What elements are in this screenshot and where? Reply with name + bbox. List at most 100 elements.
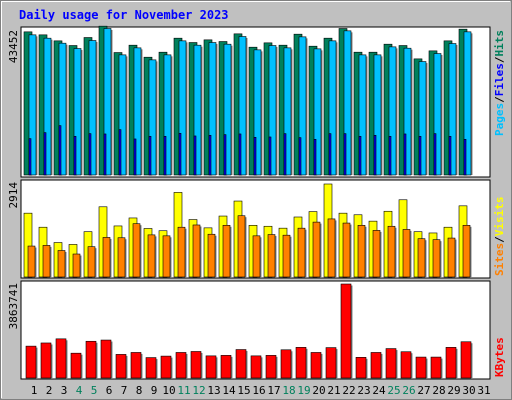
pages-bar-day-22 (343, 133, 347, 176)
files-bar-day-9 (148, 59, 157, 176)
files-bar-day-22 (343, 30, 352, 176)
pages-bar-day-18 (283, 133, 287, 176)
day-label-22: 22 (342, 384, 355, 397)
pages-bar-day-10 (163, 135, 167, 176)
kbytes-bar-day-25 (385, 348, 397, 379)
sites-bar-day-22 (342, 222, 351, 278)
kbytes-bar-day-11 (175, 352, 187, 379)
kbytes-bar-day-22 (340, 283, 352, 379)
files-bar-day-30 (463, 31, 472, 176)
day-label-8: 8 (136, 384, 143, 397)
sites-bar-day-3 (57, 250, 66, 278)
day-label-5: 5 (91, 384, 98, 397)
day-label-29: 29 (447, 384, 460, 397)
kbytes-legend: KBytes (493, 337, 506, 377)
sites-bar-day-17 (267, 234, 276, 278)
kbytes-bar-day-18 (280, 349, 292, 379)
hits-legend: Pages/Files/Hits (493, 30, 506, 136)
sites-bar-day-9 (147, 234, 156, 278)
files-bar-day-25 (388, 46, 397, 176)
pages-bar-day-24 (373, 134, 377, 176)
kbytes-bar-day-27 (415, 356, 427, 379)
pages-bar-day-27 (418, 135, 422, 176)
files-bar-day-5 (88, 40, 97, 176)
files-bar-day-26 (403, 47, 412, 176)
kbytes-bar-day-5 (85, 340, 97, 379)
sites-bar-day-20 (312, 221, 321, 278)
kbytes-bar-day-17 (265, 355, 277, 379)
legend-separator: / (493, 236, 506, 243)
sites-bar-day-24 (372, 230, 381, 278)
day-label-24: 24 (372, 384, 386, 397)
kbytes-bar-day-6 (100, 339, 112, 379)
files-bar-day-12 (193, 44, 202, 176)
files-bar-day-14 (223, 43, 232, 176)
sites-bar-day-1 (27, 245, 36, 278)
kbytes-bar-day-10 (160, 355, 172, 379)
pages-bar-day-11 (178, 132, 182, 176)
pages-bar-day-13 (208, 134, 212, 176)
pages-bar-day-17 (268, 136, 272, 176)
kbytes-bar-day-13 (205, 355, 217, 379)
sites-bar-day-30 (462, 224, 471, 278)
legend-files: Files (493, 63, 506, 96)
legend-separator: / (493, 96, 506, 103)
day-label-1: 1 (31, 384, 38, 397)
visits-legend: Sites/Visits (493, 197, 506, 277)
legend-separator: / (493, 56, 506, 63)
pages-bar-day-25 (388, 135, 392, 176)
day-labels: 1 2 3 4 5 6 7 8 9 10 11 12 13 14 15 16 17 18 19 20 21 22 23 24 2… (31, 384, 491, 397)
sites-bar-day-14 (222, 224, 231, 278)
files-bar-day-3 (58, 42, 67, 176)
day-label-15: 15 (237, 384, 250, 397)
sites-bar-day-16 (252, 235, 261, 278)
day-label-30: 30 (462, 384, 475, 397)
pages-bar-day-30 (463, 138, 467, 176)
legend-hits: Hits (493, 30, 506, 57)
files-bar-day-7 (118, 54, 127, 176)
pages-bar-day-14 (223, 134, 227, 176)
kbytes-bar-day-24 (370, 352, 382, 379)
day-label-19: 19 (297, 384, 310, 397)
day-label-26: 26 (402, 384, 415, 397)
kbytes-bar-day-8 (130, 352, 142, 379)
files-bar-day-11 (178, 40, 187, 176)
pages-bar-day-2 (43, 132, 47, 176)
day-label-3: 3 (61, 384, 68, 397)
sites-bar-day-28 (432, 239, 441, 278)
sites-bar-day-5 (87, 246, 96, 278)
files-bar-day-4 (73, 48, 82, 176)
sites-bar-day-23 (357, 224, 366, 278)
day-label-13: 13 (207, 384, 220, 397)
files-bar-day-17 (268, 45, 277, 176)
files-bar-day-24 (373, 54, 382, 176)
day-label-6: 6 (106, 384, 113, 397)
files-bar-day-18 (283, 47, 292, 176)
sites-bar-day-19 (297, 227, 306, 278)
kbytes-bars (25, 283, 473, 379)
pages-bar-day-29 (448, 135, 452, 176)
sites-bar-day-11 (177, 226, 186, 278)
kbytes-bar-day-7 (115, 354, 127, 379)
day-label-23: 23 (357, 384, 370, 397)
day-label-7: 7 (121, 384, 128, 397)
sites-bar-day-29 (447, 237, 456, 278)
hits-bars (23, 25, 473, 176)
files-bar-day-16 (253, 49, 262, 176)
files-bar-day-27 (418, 61, 427, 176)
day-label-27: 27 (417, 384, 430, 397)
kbytes-bar-day-4 (70, 352, 82, 379)
pages-bar-day-4 (73, 135, 77, 176)
legend-sites: Sites (493, 243, 506, 276)
sites-bar-day-15 (237, 215, 246, 278)
day-label-2: 2 (46, 384, 53, 397)
pages-bar-day-26 (403, 133, 407, 176)
sites-bar-day-26 (402, 229, 411, 278)
kbytes-bar-day-28 (430, 356, 442, 379)
sites-bar-day-4 (72, 253, 81, 278)
hits-y-max-label: 43452 (7, 30, 20, 63)
files-bar-day-21 (328, 40, 337, 176)
kbytes-bar-day-20 (310, 352, 322, 379)
day-label-18: 18 (282, 384, 295, 397)
day-label-10: 10 (162, 384, 175, 397)
